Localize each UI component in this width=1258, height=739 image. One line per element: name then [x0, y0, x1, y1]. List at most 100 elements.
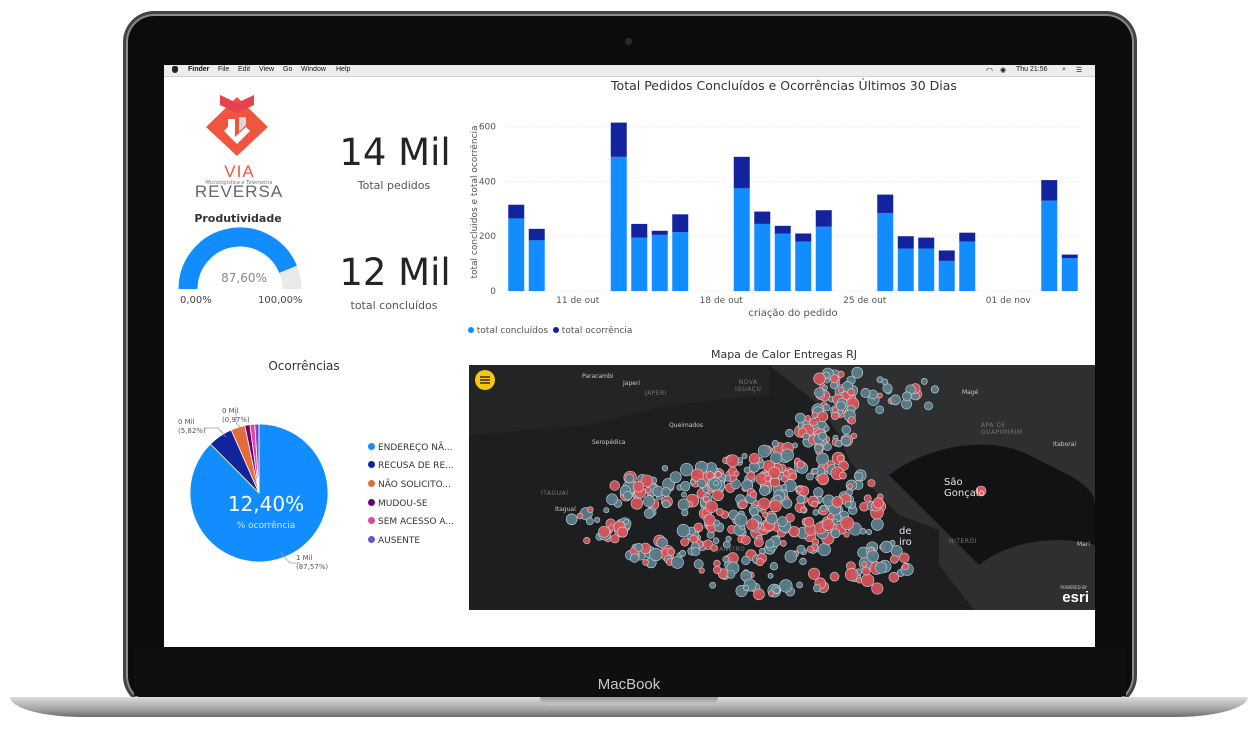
bar-chart[interactable]: 0 200 400 600 11 de out 18 de out 25 de out 01 …: [464, 95, 1094, 335]
bar-segment[interactable]: [877, 194, 894, 213]
legend-label-concluidos[interactable]: total concluídos: [476, 326, 549, 336]
map-point: [768, 590, 775, 597]
bar-segment[interactable]: [651, 234, 668, 291]
map-view[interactable]: Paracambi Japeri JAPERI NOVA IGUAÇU Quei…: [469, 365, 1095, 610]
map-point: [741, 535, 751, 545]
x-tick-label: 01 de nov: [986, 296, 1032, 306]
bar-segment[interactable]: [508, 218, 525, 291]
bar-segment[interactable]: [1041, 180, 1058, 201]
bar-segment[interactable]: [631, 237, 648, 291]
pie-legend-item[interactable]: ENDEREÇO NÃ...: [368, 443, 453, 453]
bar-segment[interactable]: [631, 223, 648, 238]
map-label-paracambi: Paracambi: [582, 373, 614, 380]
map-point: [823, 442, 832, 452]
pie-slice[interactable]: [254, 423, 260, 494]
bar-segment[interactable]: [1061, 254, 1078, 259]
menubar-clock[interactable]: Thu 21:56: [1016, 66, 1048, 73]
legend-label-ocorrencia[interactable]: total ocorrência: [561, 326, 633, 336]
bar-segment[interactable]: [1061, 258, 1078, 291]
bar-segment[interactable]: [795, 233, 812, 242]
map-point: [863, 494, 872, 503]
bar-segment[interactable]: [610, 156, 627, 291]
bar-segment[interactable]: [897, 248, 914, 291]
apple-icon[interactable]: [172, 66, 178, 73]
map-point: [689, 534, 699, 544]
gauge-chart[interactable]: [178, 227, 302, 295]
map-point: [847, 416, 856, 425]
map-point: [681, 491, 687, 498]
pie-legend-item[interactable]: MUDOU-SE: [368, 499, 428, 509]
pie-chart[interactable]: [164, 395, 364, 580]
bar-segment[interactable]: [959, 241, 976, 291]
map-point: [785, 428, 794, 438]
pie-legend-item[interactable]: AUSENTE: [368, 536, 420, 546]
bar-segment[interactable]: [754, 211, 771, 224]
wifi-icon[interactable]: ◠: [986, 66, 993, 75]
map-point: [851, 366, 864, 379]
notification-center-icon[interactable]: ☰: [1076, 67, 1083, 74]
map-point: [822, 384, 828, 391]
bar-segment[interactable]: [938, 260, 955, 291]
menu-go[interactable]: Go: [283, 66, 293, 73]
legend-swatch: [368, 461, 375, 468]
bar-segment[interactable]: [733, 156, 750, 189]
map-point: [811, 500, 819, 508]
map-point: [757, 444, 771, 458]
bar-segment[interactable]: [938, 250, 955, 261]
bar-segment[interactable]: [815, 226, 832, 291]
menu-file[interactable]: File: [218, 66, 230, 73]
bar-segment[interactable]: [815, 210, 832, 227]
legend-label: AUSENTE: [378, 536, 421, 546]
legend-label: NÃO SOLICITO...: [378, 480, 451, 490]
map-point: [830, 411, 840, 420]
menu-edit[interactable]: Edit: [238, 66, 251, 73]
map-label-mage: Magé: [962, 389, 979, 396]
map-point: [861, 573, 875, 587]
bar-segment[interactable]: [508, 204, 525, 219]
menu-view[interactable]: View: [259, 66, 275, 73]
bar-segment[interactable]: [610, 122, 627, 157]
bar-segment[interactable]: [528, 240, 545, 291]
pie-legend-item[interactable]: RECUSA DE RE...: [368, 461, 454, 471]
bar-segment[interactable]: [733, 188, 750, 291]
bar-segment[interactable]: [918, 248, 935, 291]
map-point: [679, 550, 686, 557]
map-point: [765, 539, 775, 549]
menu-window[interactable]: Window: [301, 66, 326, 73]
airplay-icon[interactable]: ◉: [1000, 67, 1007, 74]
bar-segment[interactable]: [651, 230, 668, 235]
map-point: [767, 573, 774, 579]
map-label-janeiro: JANEIRO: [717, 546, 746, 553]
bar-segment[interactable]: [672, 214, 689, 233]
bar-segment[interactable]: [959, 232, 976, 242]
bar-segment[interactable]: [754, 223, 771, 291]
map-point: [656, 536, 668, 549]
menu-finder[interactable]: Finder: [188, 66, 210, 73]
map-point: [829, 374, 839, 384]
map-label-nova-iguacu: NOVA IGUAÇU: [735, 379, 762, 393]
bar-segment[interactable]: [897, 236, 914, 249]
map-label-sao-goncalo: São Gonçalo: [944, 477, 985, 499]
bar-segment[interactable]: [918, 237, 935, 249]
spotlight-icon[interactable]: ⌕: [1062, 66, 1066, 73]
bar-segment[interactable]: [774, 233, 791, 291]
bar-segment[interactable]: [528, 228, 545, 241]
pie-legend-item[interactable]: SEM ACESSO A...: [368, 517, 454, 527]
map-label-itaborai: Itaboraí: [1053, 441, 1077, 448]
legend-swatch: [368, 536, 375, 543]
bar-segment[interactable]: [1041, 200, 1058, 291]
bar-segment[interactable]: [877, 212, 894, 291]
map-point: [713, 565, 722, 575]
map-menu-button[interactable]: [475, 370, 495, 390]
map-point: [809, 417, 818, 427]
map-point: [829, 571, 840, 582]
bar-segment[interactable]: [795, 241, 812, 291]
pie-legend-item[interactable]: NÃO SOLICITO...: [368, 480, 451, 490]
map-point: [757, 497, 771, 510]
map-point: [603, 507, 610, 514]
bar-segment[interactable]: [774, 225, 791, 234]
menu-help[interactable]: Help: [336, 66, 351, 73]
esri-logo[interactable]: esri: [1062, 589, 1089, 606]
map-point: [759, 485, 770, 496]
bar-segment[interactable]: [672, 232, 689, 291]
